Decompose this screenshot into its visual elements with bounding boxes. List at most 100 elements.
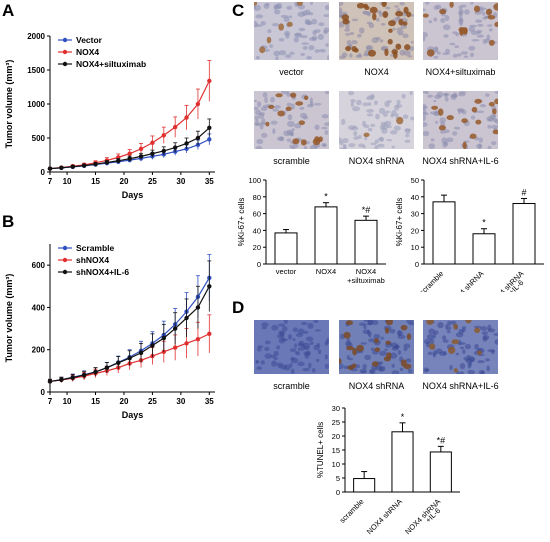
data-point (172, 326, 178, 331)
stained-nucleus (343, 331, 351, 339)
nucleus (482, 38, 487, 45)
nucleus (374, 139, 379, 144)
nucleus (382, 112, 388, 118)
stained-nucleus (381, 2, 387, 8)
nucleus (281, 91, 289, 95)
nucleus (379, 107, 386, 115)
stained-nucleus (396, 116, 404, 125)
y-tick-label: 600 (32, 261, 46, 270)
nucleus (442, 351, 447, 355)
significance-mark: *# (362, 205, 371, 215)
nucleus (441, 52, 450, 56)
data-point (59, 377, 64, 382)
y-axis-label: %Ki-67+ cells (237, 198, 246, 247)
nucleus (261, 132, 268, 138)
nucleus (463, 55, 469, 58)
y-axis-label: %TUNEL+ cells (316, 422, 325, 478)
nucleus (311, 368, 316, 373)
nucleus (276, 345, 280, 350)
nucleus (402, 33, 409, 39)
caption-d-nox4-shrna: NOX4 shRNA (348, 381, 405, 391)
nucleus (289, 51, 295, 55)
nucleus (476, 143, 483, 149)
data-point (172, 345, 178, 350)
stained-nucleus (277, 110, 285, 117)
nucleus (286, 102, 293, 107)
nucleus (289, 348, 297, 352)
nucleus (380, 336, 384, 340)
nucleus (464, 343, 472, 350)
y-axis-label: %Ki-67+ cells (395, 198, 404, 247)
nucleus (407, 368, 413, 374)
nucleus (375, 17, 380, 22)
micrograph-d-nox4-shrna-il6 (423, 320, 498, 374)
nucleus (364, 354, 372, 361)
nucleus (274, 9, 281, 15)
nucleus (470, 357, 475, 362)
stained-nucleus (475, 119, 482, 125)
nucleus (486, 365, 490, 372)
y-tick-label: 40 (253, 226, 261, 235)
micrograph-d-scramble (254, 320, 329, 374)
nucleus (297, 347, 305, 351)
stained-nucleus (372, 12, 377, 21)
nucleus (432, 352, 436, 358)
chart-a-tumor-volume: 0 500 1000 1500 2000 7 10 15 20 25 30 35 Days Tumor v… (4, 32, 215, 200)
stained-nucleus (400, 359, 407, 367)
nucleus (358, 322, 367, 327)
nucleus (461, 326, 467, 330)
stained-nucleus (465, 320, 472, 324)
stained-nucleus (391, 49, 398, 55)
nucleus (468, 45, 476, 51)
stained-nucleus (346, 345, 354, 351)
nucleus (275, 56, 279, 60)
nucleus (262, 104, 270, 109)
stained-nucleus (297, 2, 303, 7)
nucleus (447, 320, 452, 327)
nucleus (474, 11, 482, 15)
stained-nucleus (400, 324, 408, 331)
nucleus (261, 322, 269, 328)
nucleus (423, 122, 428, 127)
nucleus (389, 328, 396, 334)
nucleus (379, 365, 386, 372)
nucleus (390, 113, 395, 118)
stained-nucleus (339, 358, 342, 365)
stained-nucleus (278, 23, 285, 31)
nucleus (339, 2, 344, 7)
nucleus (494, 91, 498, 94)
nucleus (436, 51, 441, 55)
stained-nucleus (474, 327, 481, 334)
nucleus (355, 54, 363, 58)
stained-nucleus (488, 39, 495, 46)
nucleus (375, 36, 381, 41)
nucleus (345, 340, 352, 346)
caption-nox4-shrna: NOX4 shRNA (348, 156, 405, 166)
nucleus (270, 120, 278, 125)
nucleus (367, 11, 371, 17)
data-point (207, 284, 212, 289)
data-point (138, 146, 144, 152)
nucleus (477, 360, 485, 364)
nucleus (463, 356, 471, 361)
stained-nucleus (374, 338, 379, 344)
nucleus (254, 99, 258, 103)
nucleus (362, 10, 368, 15)
panel-label-b: B (2, 212, 15, 231)
nucleus (390, 54, 394, 57)
nucleus (409, 116, 414, 121)
x-axis-label: Days (122, 190, 144, 200)
nucleus (393, 104, 400, 111)
nucleus (479, 104, 487, 108)
micrograph-vector (254, 2, 329, 60)
legend-marker (62, 257, 68, 263)
nucleus (433, 55, 439, 59)
nucleus (454, 45, 460, 49)
bar (472, 233, 496, 265)
nucleus (294, 123, 302, 129)
data-point (184, 141, 189, 146)
micrograph-nox4-shrna (339, 91, 414, 149)
nucleus (478, 137, 484, 143)
nucleus (351, 126, 359, 131)
nucleus (380, 23, 386, 26)
